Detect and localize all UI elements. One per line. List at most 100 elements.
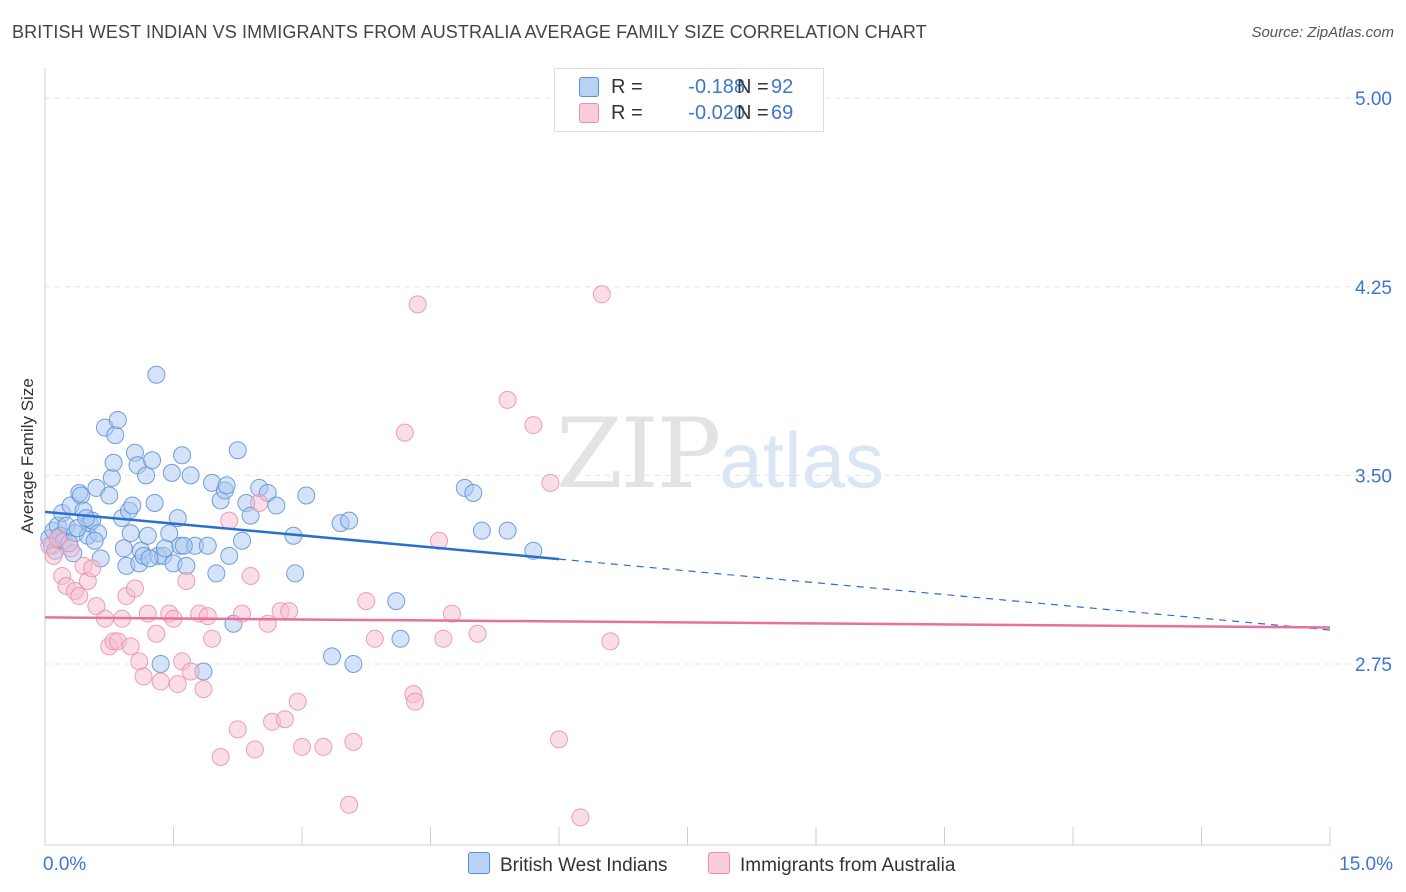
legend-swatch-blue [579, 77, 599, 97]
point-british-west-indians [198, 536, 217, 555]
x-tick-label-max: 15.0% [1339, 854, 1393, 875]
point-immigrants-from-australia [83, 559, 102, 578]
legend-label: Immigrants from Australia [740, 855, 956, 876]
point-british-west-indians [207, 564, 226, 583]
point-immigrants-from-australia [70, 587, 89, 606]
point-british-west-indians [100, 486, 119, 505]
point-immigrants-from-australia [87, 597, 106, 616]
point-immigrants-from-australia [177, 571, 196, 590]
point-british-west-indians [297, 486, 316, 505]
y-tick-label: 5.00 [1355, 89, 1392, 110]
point-british-west-indians [151, 654, 170, 673]
point-immigrants-from-australia [357, 592, 376, 611]
point-british-west-indians [121, 524, 140, 543]
point-british-west-indians [71, 486, 90, 505]
point-british-west-indians [160, 524, 179, 543]
point-british-west-indians [464, 483, 483, 502]
point-immigrants-from-australia [44, 546, 63, 565]
point-british-west-indians [286, 564, 305, 583]
legend-r-value: -0.188 [688, 76, 745, 98]
point-immigrants-from-australia [181, 662, 200, 681]
point-immigrants-from-australia [344, 732, 363, 751]
trend-lines [44, 510, 1331, 631]
point-british-west-indians [220, 546, 239, 565]
point-british-west-indians [162, 463, 181, 482]
point-british-west-indians [472, 521, 491, 540]
y-tick-label: 4.25 [1355, 278, 1392, 299]
point-immigrants-from-australia [130, 652, 149, 671]
point-british-west-indians [104, 453, 123, 472]
point-british-west-indians [145, 494, 164, 513]
point-immigrants-from-australia [198, 607, 217, 626]
point-immigrants-from-australia [365, 629, 384, 648]
legend-n-value: 69 [771, 102, 794, 124]
point-british-west-indians [177, 556, 196, 575]
point-immigrants-from-australia [228, 720, 247, 739]
axes [44, 68, 1331, 846]
point-british-west-indians [322, 647, 341, 666]
point-immigrants-from-australia [395, 423, 414, 442]
trend-line-british-west-indians [44, 510, 560, 561]
legend-swatch-pink [708, 852, 730, 874]
legend-label: British West Indians [500, 855, 668, 876]
point-immigrants-from-australia [250, 494, 269, 513]
point-british-west-indians [391, 629, 410, 648]
point-immigrants-from-australia [121, 637, 140, 656]
correlation-legend: R = -0.188 N = 92 R = -0.020 N = 69 [554, 68, 824, 132]
legend-swatch-blue [468, 852, 490, 874]
point-british-west-indians [108, 411, 127, 430]
point-immigrants-from-australia [541, 473, 560, 492]
y-axis-label: Average Family Size [18, 378, 37, 534]
point-immigrants-from-australia [288, 692, 307, 711]
watermark: ZIPatlas [556, 398, 884, 510]
watermark-zip: ZIP [556, 398, 721, 510]
point-british-west-indians [181, 466, 200, 485]
legend-r-label: R = [611, 76, 643, 98]
point-british-west-indians [524, 541, 543, 560]
point-british-west-indians [168, 509, 187, 528]
point-british-west-indians [77, 509, 96, 528]
point-british-west-indians [140, 549, 159, 568]
legend-n-label: N = [737, 102, 769, 124]
point-immigrants-from-australia [61, 539, 80, 558]
point-immigrants-from-australia [245, 740, 264, 759]
point-immigrants-from-australia [258, 614, 277, 633]
point-immigrants-from-australia [211, 747, 230, 766]
point-british-west-indians [387, 592, 406, 611]
point-immigrants-from-australia [138, 604, 157, 623]
point-british-west-indians [217, 476, 236, 495]
point-immigrants-from-australia [314, 737, 333, 756]
source-label: Source: ZipAtlas.com [1251, 24, 1394, 41]
point-immigrants-from-australia [408, 295, 427, 314]
point-british-west-indians [85, 531, 104, 550]
y-tick-label: 2.75 [1355, 655, 1392, 676]
watermark-atlas: atlas [719, 416, 884, 504]
point-immigrants-from-australia [280, 602, 299, 621]
point-immigrants-from-australia [151, 672, 170, 691]
point-immigrants-from-australia [194, 680, 213, 699]
point-immigrants-from-australia [468, 624, 487, 643]
legend-n-label: N = [737, 76, 769, 98]
point-british-west-indians [340, 511, 359, 530]
legend-n-value: 92 [771, 76, 794, 98]
point-british-west-indians [147, 365, 166, 384]
legend-r-value: -0.020 [688, 102, 745, 124]
point-british-west-indians [173, 446, 192, 465]
point-british-west-indians [155, 539, 174, 558]
point-immigrants-from-australia [524, 416, 543, 435]
point-immigrants-from-australia [498, 390, 517, 409]
point-immigrants-from-australia [340, 795, 359, 814]
point-immigrants-from-australia [434, 629, 453, 648]
tick-labels: 2.75 3.50 4.25 5.00 0.0% 15.0% [43, 89, 1393, 875]
point-british-west-indians [123, 496, 142, 515]
chart-title: BRITISH WEST INDIAN VS IMMIGRANTS FROM A… [12, 22, 927, 42]
point-immigrants-from-australia [168, 675, 187, 694]
point-british-west-indians [102, 468, 121, 487]
point-immigrants-from-australia [592, 285, 611, 304]
point-british-west-indians [498, 521, 517, 540]
point-immigrants-from-australia [134, 667, 153, 686]
point-british-west-indians [143, 451, 162, 470]
point-british-west-indians [114, 539, 133, 558]
series-british-west-indians [40, 365, 543, 681]
point-british-west-indians [241, 506, 260, 525]
